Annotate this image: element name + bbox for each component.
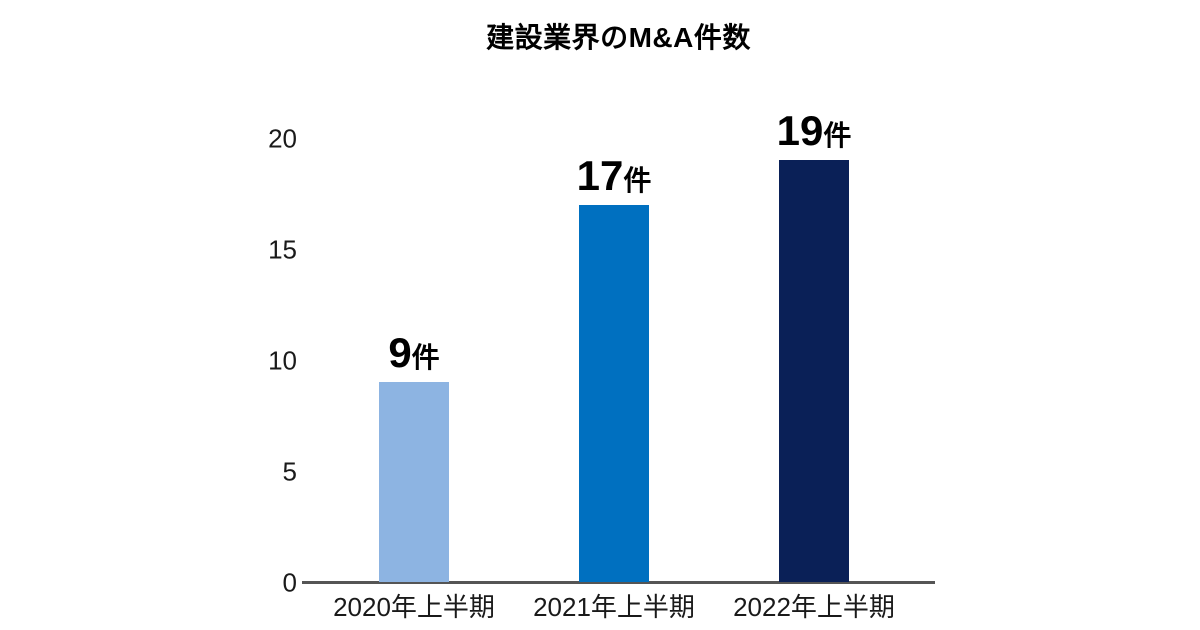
y-axis-tick-label: 0 <box>282 567 297 598</box>
x-axis-label: 2021年上半期 <box>533 592 695 622</box>
bar-value-suffix: 件 <box>411 342 440 374</box>
y-axis-tick-label: 10 <box>268 345 297 376</box>
y-axis-tick-label: 20 <box>268 123 297 154</box>
y-axis-tick-label: 15 <box>268 234 297 265</box>
bar <box>579 204 649 582</box>
x-axis-label: 2022年上半期 <box>733 592 895 622</box>
chart-title: 建設業界のM&A件数 <box>486 22 751 53</box>
bar-value-number: 19 <box>776 107 824 155</box>
bar-value-label: 17件 <box>576 151 652 199</box>
y-axis-tick-label: 5 <box>282 456 297 487</box>
bar-value-suffix: 件 <box>823 120 852 152</box>
bar-value-number: 17 <box>576 151 624 199</box>
bar-value-label: 19件 <box>777 110 852 152</box>
bar-value-label: 9件 <box>388 332 439 374</box>
bar <box>779 160 849 582</box>
bar-value-suffix: 件 <box>623 164 652 196</box>
x-axis-label: 2020年上半期 <box>333 592 495 622</box>
bar <box>379 382 449 582</box>
bar-value-number: 9 <box>388 329 412 377</box>
x-axis-line <box>302 581 935 584</box>
